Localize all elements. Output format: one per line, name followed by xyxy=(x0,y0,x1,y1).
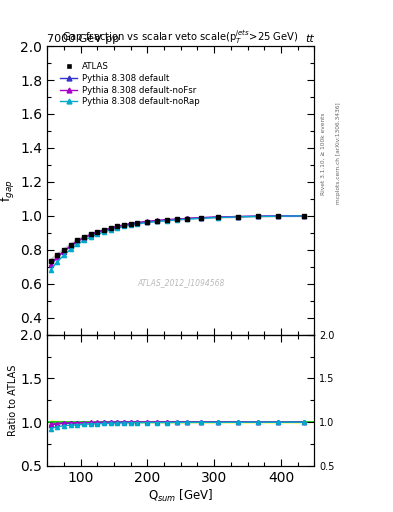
Text: ATLAS_2012_I1094568: ATLAS_2012_I1094568 xyxy=(137,278,224,287)
Text: Rivet 3.1.10, ≥ 100k events: Rivet 3.1.10, ≥ 100k events xyxy=(320,112,325,195)
X-axis label: Q$_{sum}$ [GeV]: Q$_{sum}$ [GeV] xyxy=(148,487,213,504)
Y-axis label: f$_{gap}$: f$_{gap}$ xyxy=(0,179,17,202)
Legend: ATLAS, Pythia 8.308 default, Pythia 8.308 default-noFsr, Pythia 8.308 default-no: ATLAS, Pythia 8.308 default, Pythia 8.30… xyxy=(57,59,203,110)
Text: tt: tt xyxy=(306,33,314,44)
Y-axis label: Ratio to ATLAS: Ratio to ATLAS xyxy=(7,365,18,436)
Text: mcplots.cern.ch [arXiv:1306.3436]: mcplots.cern.ch [arXiv:1306.3436] xyxy=(336,103,341,204)
Title: Gap fraction vs scalar veto scale(p$_T^{jets}$>25 GeV): Gap fraction vs scalar veto scale(p$_T^{… xyxy=(62,28,299,46)
Text: 7000 GeV pp: 7000 GeV pp xyxy=(47,33,119,44)
